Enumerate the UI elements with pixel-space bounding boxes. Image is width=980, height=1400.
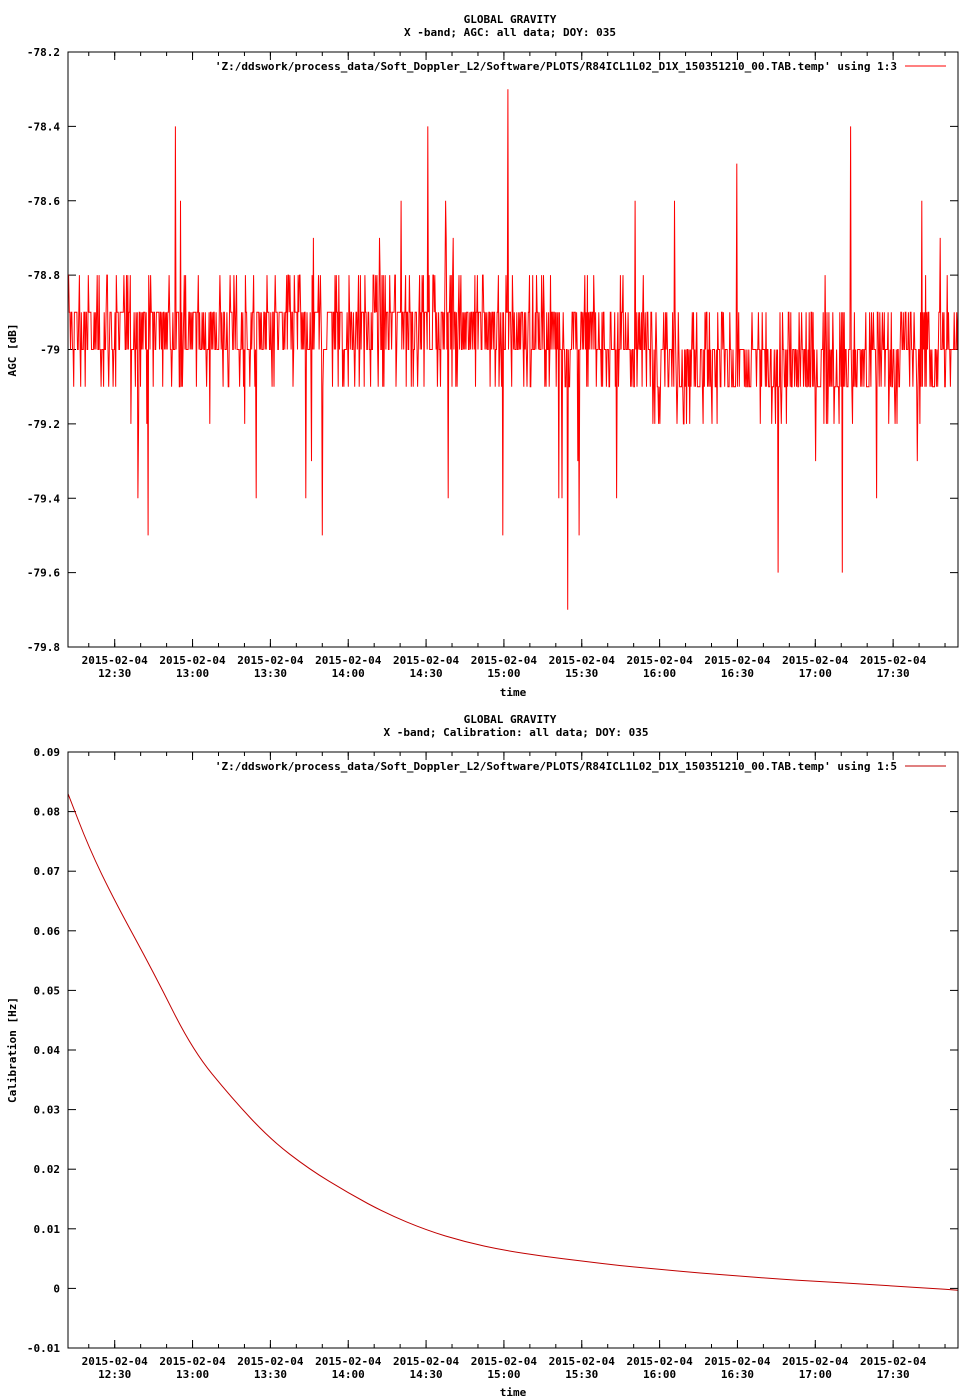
- x-tick-label-date: 2015-02-04: [159, 654, 226, 667]
- x-tick-label-date: 2015-02-04: [704, 1355, 771, 1368]
- series-layer: [68, 89, 959, 610]
- y-tick-label: -79: [40, 344, 60, 357]
- y-tick-label: 0.01: [34, 1223, 61, 1236]
- x-axis-label: time: [500, 686, 527, 699]
- x-tick-label-date: 2015-02-04: [315, 1355, 382, 1368]
- x-tick-label-date: 2015-02-04: [626, 654, 693, 667]
- x-tick-label-date: 2015-02-04: [860, 1355, 927, 1368]
- x-tick-labels: 2015-02-0412:302015-02-0413:002015-02-04…: [82, 654, 927, 680]
- y-tick-label: -78.6: [27, 195, 60, 208]
- series-layer: [67, 793, 959, 1291]
- y-tick-label: 0.05: [34, 984, 61, 997]
- chart-subtitle: X -band; Calibration: all data; DOY: 035: [384, 726, 649, 739]
- chart-subtitle: X -band; AGC: all data; DOY: 035: [404, 26, 616, 39]
- x-tick-label-time: 12:30: [98, 1368, 131, 1381]
- x-tick-label-time: 15:30: [565, 667, 598, 680]
- x-tick-label-date: 2015-02-04: [782, 654, 849, 667]
- y-tick-labels: -78.2 -78.4 -78.6 -78.8 -79 -79.2 -79.4 -79.6 -7…: [27, 46, 60, 654]
- legend-text: 'Z:/ddswork/process_data/Soft_Doppler_L2…: [215, 60, 897, 73]
- y-tick-label: -79.6: [27, 567, 60, 580]
- x-tick-label-date: 2015-02-04: [393, 654, 460, 667]
- agc-chart: GLOBAL GRAVITY X -band; AGC: all data; D…: [6, 13, 959, 699]
- x-tick-label-date: 2015-02-04: [860, 654, 927, 667]
- y-tick-label: 0.03: [34, 1104, 61, 1117]
- y-tick-label: -79.4: [27, 492, 60, 505]
- x-tick-label-time: 16:30: [721, 1368, 754, 1381]
- chart-title: GLOBAL GRAVITY: [464, 713, 557, 726]
- y-axis-label: Calibration [Hz]: [6, 997, 19, 1103]
- x-tick-label-time: 13:00: [176, 667, 209, 680]
- x-tick-label-time: 16:30: [721, 667, 754, 680]
- plot-frame: [67, 51, 959, 648]
- y-tick-label: 0.09: [34, 746, 61, 759]
- y-tick-label: 0.06: [34, 925, 61, 938]
- y-tick-label: 0.08: [34, 806, 61, 819]
- x-tick-label-time: 13:30: [254, 1368, 287, 1381]
- x-tick-label-date: 2015-02-04: [315, 654, 382, 667]
- series-line: [67, 793, 959, 1291]
- x-tick-label-time: 17:30: [877, 667, 910, 680]
- y-tick-label: -78.2: [27, 46, 60, 59]
- grid-ticks: [68, 751, 958, 1349]
- x-tick-label-date: 2015-02-04: [82, 654, 149, 667]
- y-tick-labels: 0.09 0.08 0.07 0.06 0.05 0.04 0.03 0.02 0.01 0 -0.…: [27, 746, 60, 1355]
- y-tick-label: -0.01: [27, 1342, 60, 1355]
- x-tick-label-date: 2015-02-04: [393, 1355, 460, 1368]
- x-tick-label-time: 14:30: [410, 1368, 443, 1381]
- x-tick-label-date: 2015-02-04: [82, 1355, 149, 1368]
- x-tick-label-time: 12:30: [98, 667, 131, 680]
- y-axis-label: AGC [dB]: [6, 324, 19, 377]
- x-tick-label-date: 2015-02-04: [159, 1355, 226, 1368]
- y-tick-label: -79.2: [27, 418, 60, 431]
- x-tick-label-date: 2015-02-04: [471, 1355, 538, 1368]
- y-tick-label: 0.07: [34, 865, 61, 878]
- calibration-chart: GLOBAL GRAVITY X -band; Calibration: all…: [6, 713, 959, 1399]
- y-tick-label: -78.4: [27, 120, 60, 133]
- y-tick-label: 0: [53, 1282, 60, 1295]
- x-tick-label-time: 13:00: [176, 1368, 209, 1381]
- x-tick-label-time: 15:00: [487, 667, 520, 680]
- x-tick-label-time: 13:30: [254, 667, 287, 680]
- x-tick-label-time: 17:00: [799, 1368, 832, 1381]
- x-tick-label-time: 17:00: [799, 667, 832, 680]
- legend-text: 'Z:/ddswork/process_data/Soft_Doppler_L2…: [215, 760, 897, 773]
- x-tick-label-date: 2015-02-04: [237, 1355, 304, 1368]
- x-tick-label-time: 15:30: [565, 1368, 598, 1381]
- x-tick-label-date: 2015-02-04: [626, 1355, 693, 1368]
- y-tick-label: -78.8: [27, 269, 60, 282]
- x-tick-label-time: 14:00: [332, 1368, 365, 1381]
- grid-ticks: [68, 51, 958, 648]
- x-tick-label-date: 2015-02-04: [782, 1355, 849, 1368]
- y-tick-label: -79.8: [27, 641, 60, 654]
- y-tick-label: 0.02: [34, 1163, 61, 1176]
- x-tick-label-time: 16:00: [643, 667, 676, 680]
- x-tick-label-time: 15:00: [487, 1368, 520, 1381]
- x-tick-label-date: 2015-02-04: [237, 654, 304, 667]
- x-tick-label-time: 14:00: [332, 667, 365, 680]
- x-tick-label-time: 16:00: [643, 1368, 676, 1381]
- y-tick-label: 0.04: [34, 1044, 61, 1057]
- x-axis-label: time: [500, 1386, 527, 1399]
- x-tick-label-date: 2015-02-04: [549, 654, 616, 667]
- x-tick-label-time: 17:30: [877, 1368, 910, 1381]
- chart-title: GLOBAL GRAVITY: [464, 13, 557, 26]
- x-tick-label-date: 2015-02-04: [704, 654, 771, 667]
- plot-frame: [67, 751, 959, 1349]
- x-tick-label-date: 2015-02-04: [549, 1355, 616, 1368]
- series-line: [68, 89, 959, 610]
- x-tick-label-date: 2015-02-04: [471, 654, 538, 667]
- x-tick-label-time: 14:30: [410, 667, 443, 680]
- x-tick-labels: 2015-02-0412:302015-02-0413:002015-02-04…: [82, 1355, 927, 1381]
